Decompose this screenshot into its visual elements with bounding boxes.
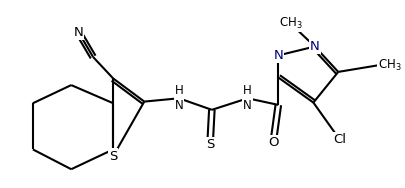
Text: Cl: Cl [333,133,345,146]
Text: H
N: H N [174,84,183,112]
Text: N: N [273,49,283,62]
Text: CH$_3$: CH$_3$ [278,16,301,31]
Text: H
N: H N [243,84,252,112]
Text: CH$_3$: CH$_3$ [377,58,401,73]
Text: N: N [309,40,319,53]
Text: O: O [267,136,278,149]
Text: N: N [73,26,83,39]
Text: S: S [109,149,117,162]
Text: S: S [205,138,214,151]
